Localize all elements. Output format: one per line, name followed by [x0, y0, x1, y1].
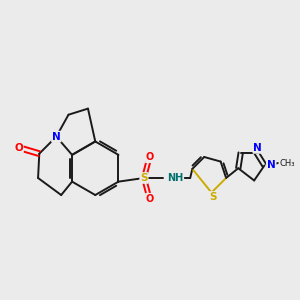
Text: N: N [267, 160, 276, 170]
Text: O: O [146, 194, 154, 204]
Text: N: N [254, 143, 262, 153]
Text: O: O [146, 152, 154, 162]
Text: S: S [140, 173, 148, 183]
Text: O: O [14, 142, 23, 153]
Text: S: S [209, 192, 217, 202]
Text: N: N [52, 132, 61, 142]
Text: CH₃: CH₃ [280, 158, 295, 167]
Text: NH: NH [167, 173, 183, 183]
